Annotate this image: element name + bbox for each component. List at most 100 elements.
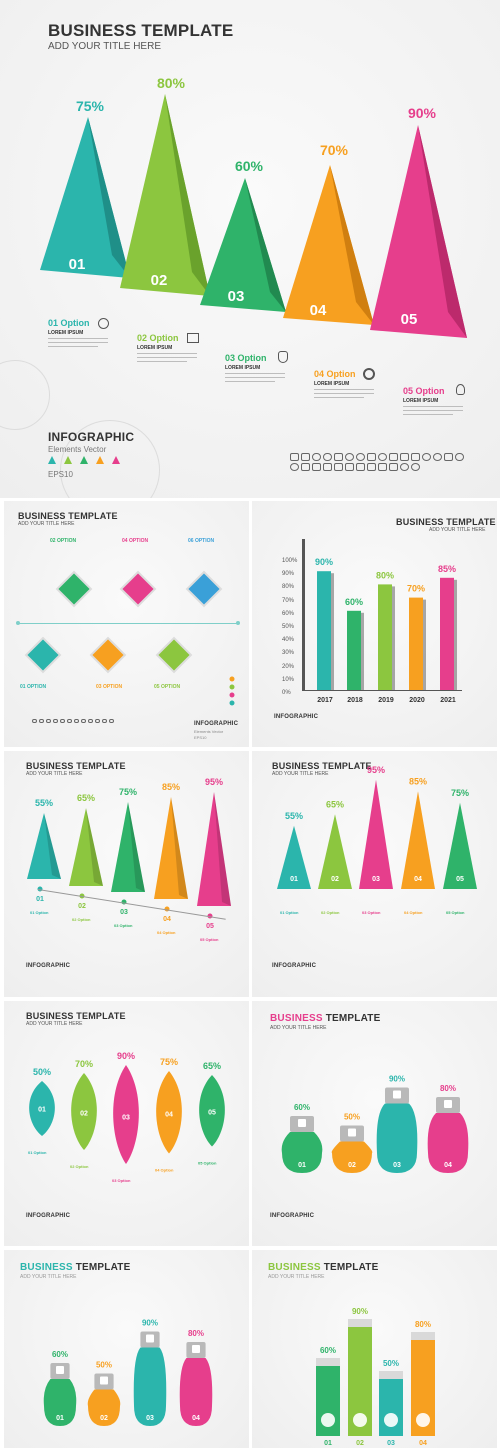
bar-2017 [317,571,331,690]
option-title: 05 Option [200,937,219,942]
drop-value-label: 65% [203,1061,221,1071]
panel-subtitle: ADD YOUR TITLE HERE [20,1274,77,1280]
arrow-value-label: 75% [451,788,469,798]
option-title: 03 Option [362,910,381,915]
title-accent: BUSINESS [270,1013,323,1024]
option-text-line [403,406,463,407]
triangle-markers [48,456,120,464]
panel-background [4,501,249,747]
globe-icon [109,719,114,723]
y-tick-label: 50% [282,624,295,630]
bar-2020 [409,597,423,690]
x-axis-line [302,690,462,691]
arrow-05 [443,802,477,889]
panel-title: BUSINESS TEMPLATE [26,761,126,771]
arrow-01 [27,813,61,879]
home-icon [444,453,453,461]
bottle-number-label: 04 [444,1162,452,1169]
bottle-value-label: 60% [52,1350,68,1359]
panel-title: BUSINESS TEMPLATE [272,761,372,771]
arrow-shade [214,792,231,906]
panel-subtitle: ADD YOUR TITLE HERE [18,521,75,527]
bottle-number-label: 03 [146,1415,154,1422]
arrow-number-label: 05 [456,876,464,883]
panel-subtitle: ADD YOUR TITLE HERE [26,1021,83,1027]
main-infographic-panel: BUSINESS TEMPLATE ADD YOUR TITLE HERE 75… [0,0,500,498]
bottle-value-label: 90% [389,1075,405,1084]
option-title: 04 Option [155,1168,174,1173]
drop-number-label: 03 [122,1114,130,1121]
flag-icon [389,463,398,471]
option-text-line [48,338,108,339]
percent-label-05: 90% [407,105,437,121]
drop-01 [29,1081,55,1136]
handshake-icon [356,463,365,471]
pyramid-number-03: 03 [227,288,245,305]
page-title: BUSINESS TEMPLATE [48,21,234,40]
browser-icon [290,453,299,461]
cap-icon [192,1345,200,1353]
panel-title: BUSINESS TEMPLATE [18,511,118,521]
bar-value-label: 60% [345,597,363,607]
lock-icon [378,463,387,471]
bar-value-label: 80% [376,570,394,580]
diamond-01 [24,636,62,674]
cylinder-value-label: 80% [415,1320,431,1329]
arrow-number-label: 05 [206,923,214,930]
arrow-02 [69,808,103,886]
bar-chart-panel: BUSINESS TEMPLATE ADD YOUR TITLE HERE 10… [252,501,497,747]
option-title: 01 Option [30,910,49,915]
drop-03 [113,1065,139,1164]
arrow-number-label: 02 [331,876,339,883]
bottle-number-label: 01 [56,1415,64,1422]
title-rest: TEMPLATE [322,1013,381,1024]
presentation-icon [187,333,199,343]
panel-title: BUSINESS TEMPLATE [20,1262,130,1273]
monitor-icon [323,463,332,471]
x-tick-label: 2020 [409,697,425,704]
option-title-05: 05 OPTION [154,684,181,690]
option-title: 04 Option [157,930,176,935]
y-tick-label: 80% [282,584,295,591]
option-title: 05 Option [446,910,465,915]
bottle-value-label: 80% [440,1084,456,1093]
bar-2019 [378,584,392,690]
bottle-value-label: 50% [96,1361,112,1370]
settings-icon [290,463,299,471]
cap-icon [146,1334,154,1343]
arrow-shade [128,802,145,892]
cylinder-chart: 60% 01 90% 02 50% 03 80% 04 [316,1307,435,1447]
arrow-number-label: 01 [36,896,44,903]
diamond-process-panel: BUSINESS TEMPLATE ADD YOUR TITLE HERE 02… [4,501,249,747]
option-label-05: LOREM IPSUM [403,398,439,404]
infographic-label: INFOGRAPHIC [270,1213,315,1219]
bar-shadow [392,586,395,690]
option-title-01: 01 Option [48,318,90,328]
bottle-chart: 60% 01 50% 02 90% 03 80% 04 [43,1319,213,1426]
drop-value-label: 50% [33,1067,51,1077]
diamond-06 [185,570,223,608]
panel-title: BUSINESS TEMPLATE [396,517,496,527]
diamond-graphics [16,570,240,706]
image-icon [39,719,44,723]
arrow-value-label: 65% [77,793,95,803]
target-icon [363,368,375,380]
lightbulb-icon [456,384,465,395]
arrow-value-label: 75% [119,787,137,797]
drop-04 [156,1071,182,1154]
users-icon [323,453,332,461]
elements-vector-label: Elements Vector [194,729,224,734]
chart-icon [60,719,65,723]
cylinder-panel: BUSINESS TEMPLATE ADD YOUR TITLE HERE 60… [252,1250,497,1448]
document-icon [400,453,409,461]
drop-value-label: 90% [117,1051,135,1061]
arrow-04 [401,791,435,889]
y-tick-label: 60% [282,610,295,617]
percent-label-04: 70% [319,142,349,158]
panel-background [252,1250,497,1448]
cylinder-icon [353,1413,367,1427]
cylinder-icon [416,1413,430,1427]
panel-title: BUSINESS TEMPLATE [268,1262,378,1273]
bottle-panel: BUSINESS TEMPLATE ADD YOUR TITLE HERE 60… [252,1001,497,1246]
user-icon [378,453,387,461]
